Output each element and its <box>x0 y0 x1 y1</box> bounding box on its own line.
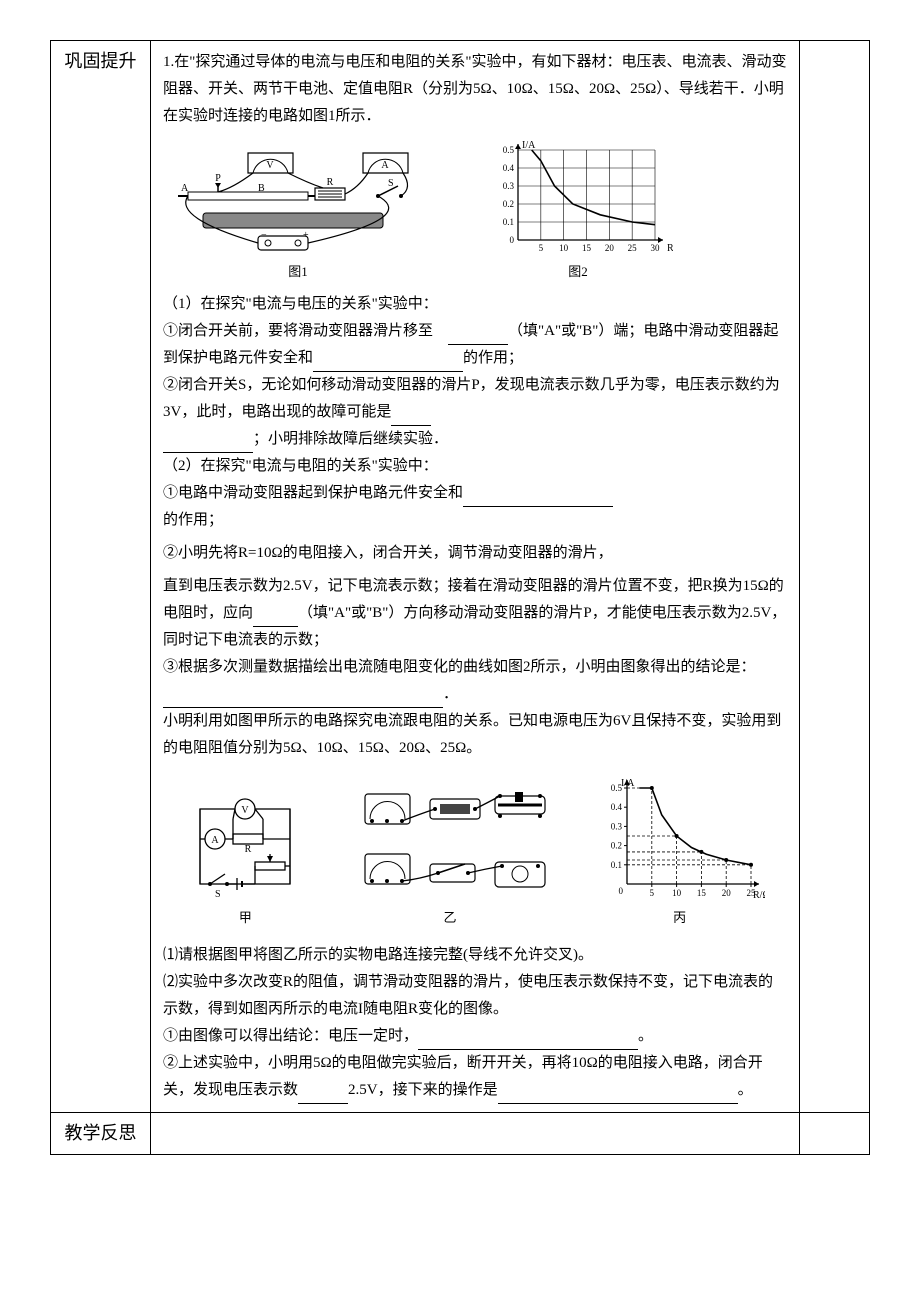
figure-bing-box: 51015202500.10.20.30.40.5R/ΩI/A 丙 <box>595 774 765 929</box>
svg-text:A: A <box>181 183 189 194</box>
svg-text:B: B <box>258 183 265 194</box>
section-label-1: 巩固提升 <box>65 51 137 71</box>
p2-q2b: ②上述实验中，小明用5Ω的电阻做完实验后，断开开关，再将10Ω的电阻接入电路，闭… <box>163 1050 787 1104</box>
svg-text:0: 0 <box>618 886 623 896</box>
svg-text:+: + <box>303 230 309 241</box>
right-margin-cell <box>800 41 870 1113</box>
blank-field <box>498 1086 738 1104</box>
svg-text:0.3: 0.3 <box>503 181 515 191</box>
p1-item2b: ②小明先将R=10Ω的电阻接入，闭合开关，调节滑动变阻器的滑片， <box>163 540 787 567</box>
svg-text:R: R <box>245 844 252 855</box>
svg-text:A: A <box>212 835 220 846</box>
content-cell: 1.在"探究通过导体的电流与电压和电阻的关系"实验中，有如下器材：电压表、电流表… <box>151 41 800 1113</box>
svg-text:0.3: 0.3 <box>610 822 622 832</box>
svg-text:0: 0 <box>510 235 515 245</box>
circuit-diagram-1: V A A P B <box>163 138 433 258</box>
p1-part1-header: （1）在探究"电流与电压的关系"实验中： <box>163 291 787 318</box>
fig-yi-caption: 乙 <box>350 906 550 929</box>
svg-text:0.4: 0.4 <box>503 163 515 173</box>
p1-item2c: ③根据多次测量数据描绘出电流随电阻变化的曲线如图2所示，小明由图象得出的结论是：… <box>163 654 787 708</box>
fig1-caption: 图1 <box>163 260 433 283</box>
svg-text:0.4: 0.4 <box>610 803 622 813</box>
section-label-2: 教学反思 <box>65 1123 137 1143</box>
svg-text:10: 10 <box>672 888 682 898</box>
svg-text:0.1: 0.1 <box>610 860 621 870</box>
svg-text:−: − <box>261 230 267 241</box>
p1-item2b-cont: 直到电压表示数为2.5V，记下电流表示数；接着在滑动变阻器的滑片位置不变，把R换… <box>163 573 787 654</box>
svg-text:0.1: 0.1 <box>503 217 514 227</box>
svg-text:30: 30 <box>651 243 661 253</box>
p1-item2a: ①电路中滑动变阻器起到保护电路元件安全和的作用； <box>163 480 787 534</box>
blank-field <box>418 1032 638 1050</box>
fig-jia-caption: 甲 <box>185 906 305 929</box>
svg-text:5: 5 <box>539 243 544 253</box>
right-margin-cell-2 <box>800 1112 870 1154</box>
p2-q2a: ①由图像可以得出结论：电压一定时，。 <box>163 1023 787 1050</box>
figure-row-2: V A R <box>163 774 787 929</box>
svg-text:15: 15 <box>582 243 592 253</box>
svg-text:0.2: 0.2 <box>610 841 621 851</box>
fig-bing-caption: 丙 <box>595 906 765 929</box>
svg-text:20: 20 <box>605 243 615 253</box>
left-label-cell: 巩固提升 <box>51 41 151 1113</box>
p2-q1: ⑴请根据图甲将图乙所示的实物电路连接完整(导线不允许交叉)。 <box>163 942 787 969</box>
figure-1-box: V A A P B <box>163 138 433 283</box>
svg-text:I/A: I/A <box>522 140 536 151</box>
blank-field <box>448 327 508 345</box>
svg-text:A: A <box>381 160 389 171</box>
svg-text:10: 10 <box>559 243 569 253</box>
problem1-intro: 1.在"探究通过导体的电流与电压和电阻的关系"实验中，有如下器材：电压表、电流表… <box>163 49 787 130</box>
svg-text:20: 20 <box>721 888 731 898</box>
svg-text:0.5: 0.5 <box>503 145 515 155</box>
svg-text:V: V <box>266 160 274 171</box>
reflection-content <box>151 1112 800 1154</box>
svg-text:R/Ω: R/Ω <box>753 890 765 901</box>
blank-field <box>298 1086 348 1104</box>
blank-field <box>163 690 443 708</box>
p2-q2-intro: ⑵实验中多次改变R的阻值，调节滑动变阻器的滑片，使电压表示数保持不变，记下电流表… <box>163 969 787 1023</box>
circuit-schematic-jia: V A R <box>185 794 305 904</box>
svg-text:S: S <box>388 178 394 189</box>
p1-item1b: ②闭合开关S，无论如何移动滑动变阻器的滑片P，发现电流表示数几乎为零，电压表示数… <box>163 372 787 453</box>
physical-circuit-yi <box>350 784 550 904</box>
figure-2-box: 0.1 0.2 0.3 0.4 0.5 0 5 10 15 20 25 30 R/Ω I/A 图2 <box>483 138 673 283</box>
p1-part2-header: （2）在探究"电流与电阻的关系"实验中： <box>163 453 787 480</box>
svg-text:15: 15 <box>697 888 707 898</box>
problem2-intro: 小明利用如图甲所示的电路探究电流跟电阻的关系。已知电源电压为6V且保持不变，实验… <box>163 708 787 762</box>
figure-row-1: V A A P B <box>163 138 787 283</box>
p1-item1a: ①闭合开关前，要将滑动变阻器滑片移至 （填"A"或"B"）端；电路中滑动变阻器起… <box>163 318 787 372</box>
document-table: 巩固提升 1.在"探究通过导体的电流与电压和电阻的关系"实验中，有如下器材：电压… <box>50 40 870 1155</box>
svg-text:R/Ω: R/Ω <box>667 243 673 254</box>
chart-2: 51015202500.10.20.30.40.5R/ΩI/A <box>595 774 765 904</box>
svg-text:0.2: 0.2 <box>503 199 514 209</box>
svg-text:R: R <box>327 177 334 188</box>
chart-1: 0.1 0.2 0.3 0.4 0.5 0 5 10 15 20 25 30 R/Ω I/A <box>483 138 673 258</box>
svg-text:25: 25 <box>628 243 638 253</box>
svg-text:5: 5 <box>649 888 654 898</box>
svg-text:I/A: I/A <box>621 778 635 789</box>
blank-field <box>253 609 298 627</box>
blank-field <box>391 408 431 426</box>
blank-field <box>463 489 613 507</box>
blank-field <box>163 435 253 453</box>
svg-text:P: P <box>215 173 221 184</box>
fig2-caption: 图2 <box>483 260 673 283</box>
svg-text:V: V <box>242 805 250 816</box>
figure-jia-box: V A R <box>185 794 305 929</box>
figure-yi-box: 乙 <box>350 784 550 929</box>
svg-text:S: S <box>215 889 221 900</box>
left-label-cell-2: 教学反思 <box>51 1112 151 1154</box>
blank-field <box>313 354 463 372</box>
